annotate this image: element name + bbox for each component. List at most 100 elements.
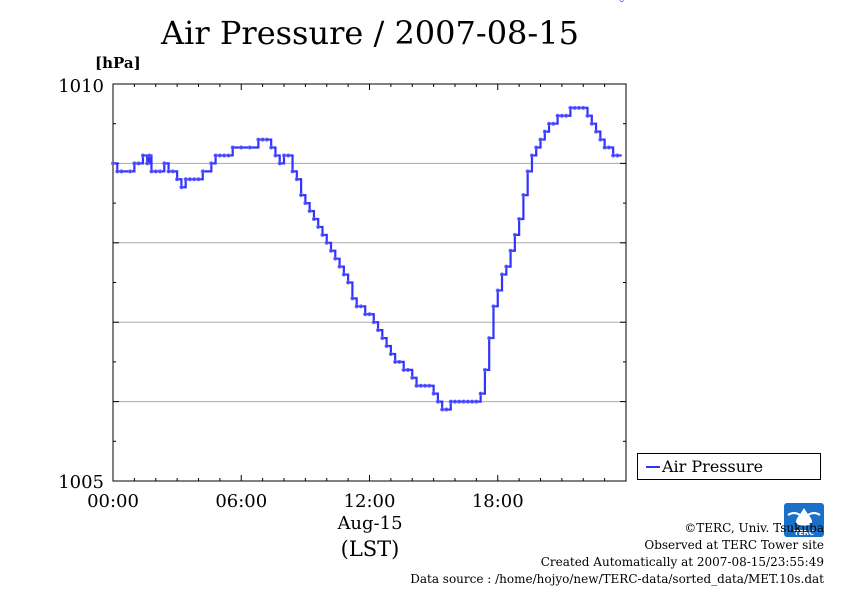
plot-frame <box>112 83 627 482</box>
x-axis-date-label: Aug-15 <box>337 513 403 534</box>
data-point <box>140 153 145 158</box>
data-point <box>529 153 534 158</box>
terc-logo: TERC <box>784 503 824 537</box>
legend: Air Pressure <box>637 453 821 480</box>
y-tick-label-bottom: 1005 <box>58 472 104 493</box>
data-point <box>500 272 505 277</box>
data-point <box>329 248 334 253</box>
data-point <box>147 153 152 158</box>
data-point <box>337 264 342 269</box>
data-point <box>576 105 581 110</box>
credits: ©TERC, Univ. Tsukuba Observed at TERC To… <box>410 520 824 588</box>
data-point <box>158 169 163 174</box>
data-point <box>495 288 500 293</box>
data-point <box>277 161 282 166</box>
data-point <box>132 161 137 166</box>
data-point <box>615 153 620 158</box>
data-point <box>602 145 607 150</box>
data-point <box>555 113 560 118</box>
data-point <box>346 280 351 285</box>
data-point <box>247 145 252 150</box>
data-point <box>269 145 274 150</box>
data-point <box>504 264 509 269</box>
data-point <box>388 351 393 356</box>
data-point <box>461 399 466 404</box>
created-text: Created Automatically at 2007-08-15/23:5… <box>540 555 824 569</box>
data-point <box>440 407 445 412</box>
data-point <box>508 248 513 253</box>
data-point <box>410 375 415 380</box>
data-point <box>119 169 124 174</box>
data-point <box>115 169 120 174</box>
data-point <box>299 193 304 198</box>
data-point <box>581 105 586 110</box>
data-point <box>230 145 235 150</box>
data-point <box>376 328 381 333</box>
data-point <box>286 153 291 158</box>
data-point <box>303 201 308 206</box>
data-point <box>606 145 611 150</box>
chart-title: Air Pressure / 2007-08-15 <box>161 14 579 52</box>
data-point <box>128 169 133 174</box>
data-point <box>209 161 214 166</box>
svg-text:TERC: TERC <box>794 529 814 537</box>
data-point <box>149 169 154 174</box>
data-source-text: Data source : /home/hojyo/new/TERC-data/… <box>410 572 824 586</box>
data-point <box>111 161 116 166</box>
data-point <box>213 153 218 158</box>
gridlines <box>113 162 626 403</box>
data-point <box>350 296 355 301</box>
data-point <box>273 153 278 158</box>
x-tick-label: 06:00 <box>215 491 267 512</box>
data-point <box>534 145 539 150</box>
data-point <box>380 336 385 341</box>
data-point <box>217 153 222 158</box>
data-point <box>598 137 603 142</box>
data-point <box>222 153 227 158</box>
series-line <box>113 106 622 411</box>
data-point <box>512 232 517 237</box>
data-point <box>393 359 398 364</box>
data-point <box>568 105 573 110</box>
data-point <box>594 129 599 134</box>
data-point <box>264 137 269 142</box>
data-point <box>136 161 141 166</box>
data-point <box>482 367 487 372</box>
data-point <box>153 169 158 174</box>
data-point <box>358 304 363 309</box>
data-point <box>401 367 406 372</box>
data-point <box>448 399 453 404</box>
data-point <box>260 137 265 142</box>
data-point <box>170 169 175 174</box>
data-point <box>256 137 261 142</box>
data-point <box>619 0 624 2</box>
data-point <box>517 216 522 221</box>
data-point <box>354 304 359 309</box>
data-point <box>290 169 295 174</box>
data-point <box>363 312 368 317</box>
data-point <box>324 240 329 245</box>
series-air-pressure <box>111 0 624 412</box>
y-tick-label-top: 1010 <box>58 76 104 97</box>
data-point <box>444 407 449 412</box>
data-point <box>162 161 167 166</box>
data-point <box>585 113 590 118</box>
data-point <box>397 359 402 364</box>
data-point <box>465 399 470 404</box>
data-point <box>239 145 244 150</box>
data-point <box>572 105 577 110</box>
x-tick-label: 12:00 <box>344 491 396 512</box>
data-point <box>564 113 569 118</box>
observed-text: Observed at TERC Tower site <box>644 538 824 552</box>
data-point <box>311 216 316 221</box>
data-point <box>371 320 376 325</box>
data-point <box>187 177 192 182</box>
data-point <box>320 232 325 237</box>
axis-ticks <box>112 83 627 482</box>
data-point <box>384 344 389 349</box>
data-point <box>281 153 286 158</box>
data-point <box>559 113 564 118</box>
data-point <box>470 399 475 404</box>
data-point <box>166 169 171 174</box>
